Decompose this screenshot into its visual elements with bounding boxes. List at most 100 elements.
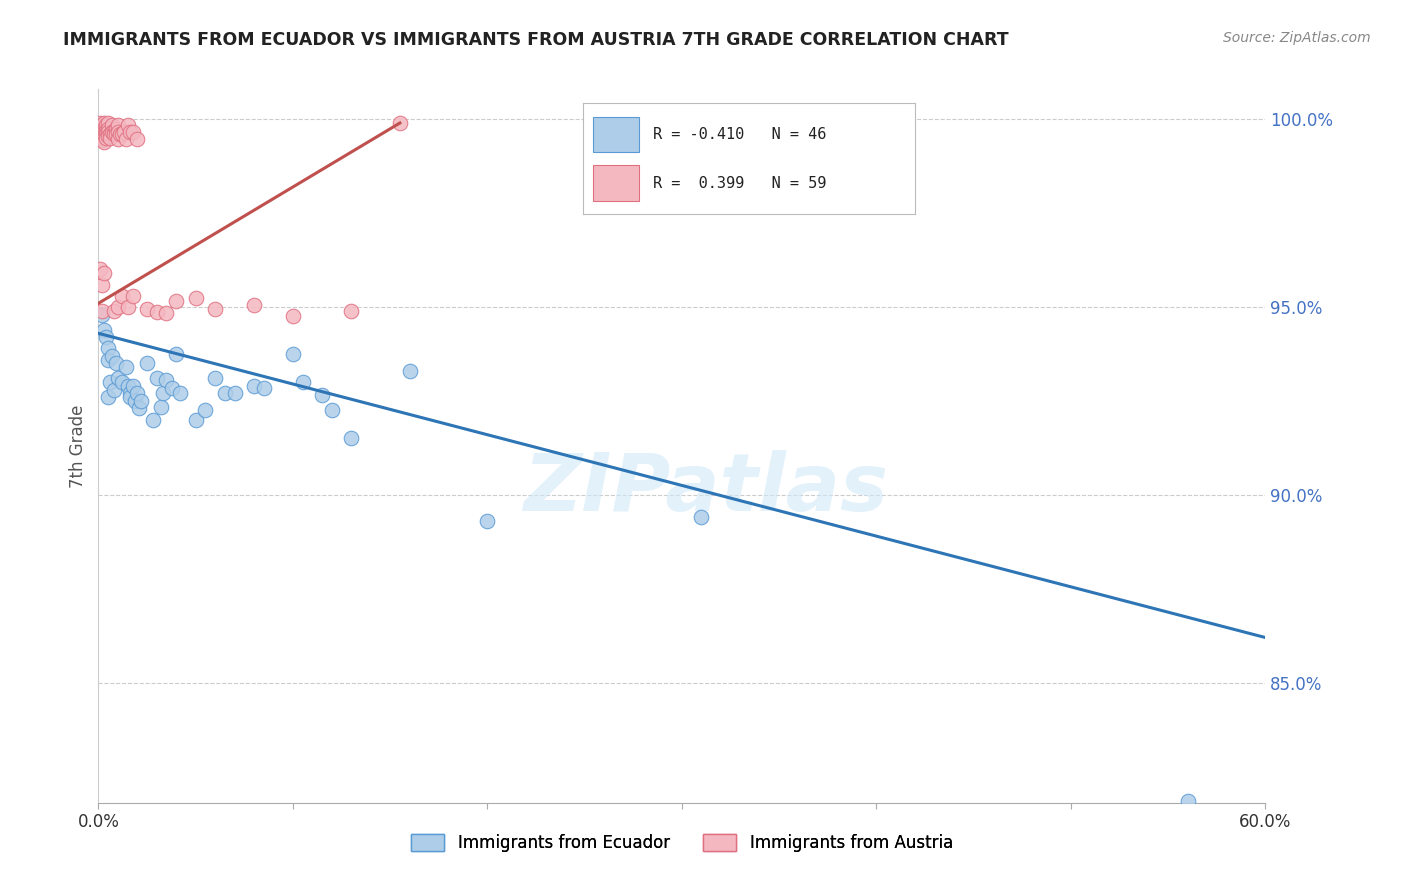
Point <box>111 128 134 142</box>
Point <box>111 289 134 303</box>
Point <box>93 125 115 139</box>
Point <box>127 386 149 401</box>
Point <box>253 381 276 395</box>
Point <box>103 383 125 397</box>
Point <box>169 386 191 401</box>
Point <box>104 121 127 136</box>
Point <box>311 388 333 402</box>
Point <box>97 125 120 139</box>
Point <box>91 129 114 144</box>
Point <box>398 364 420 378</box>
Point <box>91 277 114 292</box>
Point <box>388 116 411 130</box>
Point <box>165 347 187 361</box>
Point <box>155 373 177 387</box>
Point <box>122 125 145 139</box>
Point <box>291 375 314 389</box>
Point <box>128 401 150 416</box>
Point <box>112 125 135 139</box>
Point <box>477 514 499 528</box>
Point <box>184 291 207 305</box>
Point <box>1177 794 1199 808</box>
Point <box>118 125 141 139</box>
Point <box>93 131 115 145</box>
Text: ZIPatlas: ZIPatlas <box>523 450 887 528</box>
Point <box>118 386 141 401</box>
Point <box>96 118 118 132</box>
Point <box>93 135 115 149</box>
Point <box>117 118 139 132</box>
Point <box>97 352 120 367</box>
Point <box>91 133 114 147</box>
Point <box>89 262 111 277</box>
Point <box>91 308 114 322</box>
Point <box>122 289 145 303</box>
Point <box>118 390 141 404</box>
Point <box>96 128 118 142</box>
Point <box>146 371 169 385</box>
Point <box>107 300 129 314</box>
Point <box>93 121 115 136</box>
Text: IMMIGRANTS FROM ECUADOR VS IMMIGRANTS FROM AUSTRIA 7TH GRADE CORRELATION CHART: IMMIGRANTS FROM ECUADOR VS IMMIGRANTS FR… <box>63 31 1010 49</box>
Point <box>91 121 114 136</box>
Point <box>184 413 207 427</box>
Point <box>98 128 121 142</box>
Point <box>89 120 111 134</box>
Point <box>93 128 115 142</box>
Point <box>340 303 363 318</box>
Point <box>321 403 343 417</box>
Point <box>142 413 165 427</box>
Point <box>281 347 304 361</box>
Point <box>101 349 124 363</box>
Point <box>97 342 120 356</box>
Point <box>114 132 136 146</box>
Point <box>129 393 152 408</box>
Point <box>93 116 115 130</box>
Point <box>107 125 129 139</box>
Point <box>243 298 266 312</box>
Point <box>98 375 121 389</box>
Point <box>117 379 139 393</box>
Point <box>103 128 125 142</box>
Point <box>127 132 149 146</box>
Point <box>96 330 118 344</box>
Point <box>146 304 169 318</box>
Point <box>97 390 120 404</box>
Point <box>107 118 129 132</box>
Point <box>204 301 226 316</box>
Point <box>117 300 139 314</box>
Point <box>91 303 114 318</box>
Text: Source: ZipAtlas.com: Source: ZipAtlas.com <box>1223 31 1371 45</box>
Point <box>690 510 713 524</box>
Point <box>107 371 129 385</box>
Point <box>97 129 120 144</box>
Point <box>91 118 114 132</box>
Point <box>149 400 172 414</box>
Point <box>98 131 121 145</box>
Point <box>224 386 246 401</box>
Point <box>103 123 125 137</box>
Point <box>104 128 127 142</box>
Point <box>155 306 177 320</box>
Point <box>204 371 226 385</box>
Point <box>101 118 124 132</box>
Point <box>114 360 136 375</box>
Point <box>91 125 114 139</box>
Point <box>96 131 118 145</box>
Legend: Immigrants from Ecuador, Immigrants from Austria: Immigrants from Ecuador, Immigrants from… <box>404 827 960 859</box>
Point <box>162 381 184 395</box>
Point <box>101 125 124 139</box>
Y-axis label: 7th Grade: 7th Grade <box>69 404 87 488</box>
Point <box>89 116 111 130</box>
Point <box>165 294 187 309</box>
Point <box>108 128 131 142</box>
Point <box>97 116 120 130</box>
Point <box>97 121 120 136</box>
Point <box>124 393 146 408</box>
Point <box>136 301 159 316</box>
Point <box>93 322 115 336</box>
Point <box>340 432 363 446</box>
Point <box>152 386 174 401</box>
Point <box>281 310 304 324</box>
Point <box>214 386 236 401</box>
